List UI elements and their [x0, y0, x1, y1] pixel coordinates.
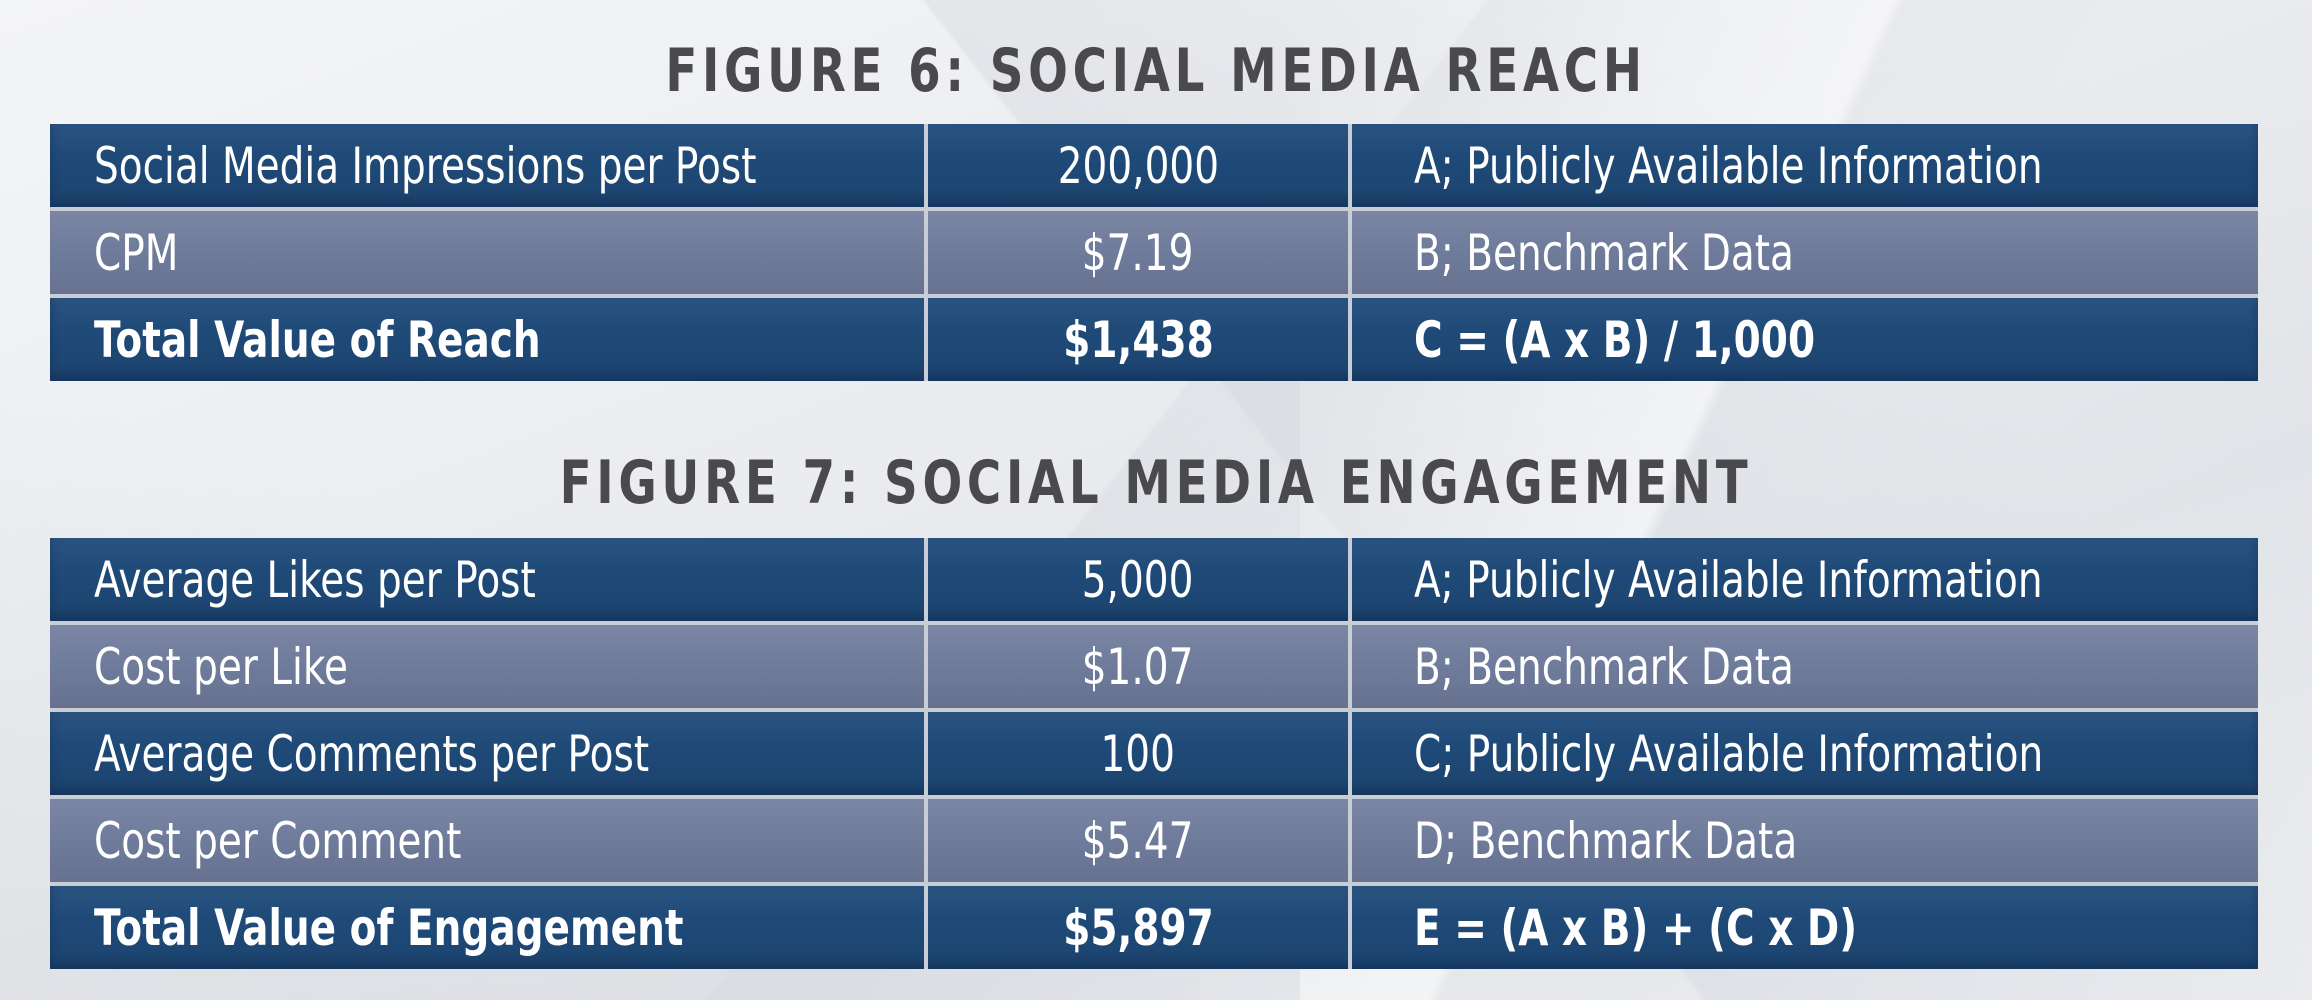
row-source-cell: C; Publicly Available Information — [1352, 712, 2258, 795]
row-label-cell: Total Value of Reach — [50, 298, 928, 381]
row-value: 200,000 — [1057, 136, 1219, 195]
row-label-cell: CPM — [50, 211, 928, 294]
row-source-cell: A; Publicly Available Information — [1352, 124, 2258, 207]
row-label: Total Value of Engagement — [94, 898, 684, 957]
row-label-cell: Cost per Comment — [50, 799, 928, 882]
row-source: E = (A x B) + (C x D) — [1414, 898, 1858, 957]
table-row: Social Media Impressions per Post 200,00… — [50, 124, 2258, 211]
row-value-cell: $1.07 — [928, 625, 1352, 708]
row-source: C = (A x B) / 1,000 — [1414, 310, 1816, 369]
row-value: $5,897 — [1062, 898, 1214, 957]
row-label-cell: Average Comments per Post — [50, 712, 928, 795]
total-row: Total Value of Reach $1,438 C = (A x B) … — [50, 298, 2258, 381]
table-row: Average Comments per Post 100 C; Publicl… — [50, 712, 2258, 799]
row-label: Average Comments per Post — [94, 724, 650, 783]
figure-6-title: FIGURE 6: SOCIAL MEDIA REACH — [665, 36, 1647, 106]
row-source: D; Benchmark Data — [1414, 811, 1798, 870]
row-value-cell: $5,897 — [928, 886, 1352, 969]
table-row: Cost per Comment $5.47 D; Benchmark Data — [50, 799, 2258, 886]
total-row: Total Value of Engagement $5,897 E = (A … — [50, 886, 2258, 969]
row-label: Cost per Comment — [94, 811, 462, 870]
row-source-cell: D; Benchmark Data — [1352, 799, 2258, 882]
row-source: A; Publicly Available Information — [1414, 136, 2043, 195]
row-value: 5,000 — [1082, 550, 1194, 609]
row-source: A; Publicly Available Information — [1414, 550, 2043, 609]
social-media-engagement-table: Average Likes per Post 5,000 A; Publicly… — [50, 538, 2258, 969]
row-value-cell: 5,000 — [928, 538, 1352, 621]
row-label: Average Likes per Post — [94, 550, 536, 609]
row-value: $7.19 — [1082, 223, 1194, 282]
row-value-cell: $7.19 — [928, 211, 1352, 294]
row-source: B; Benchmark Data — [1414, 637, 1794, 696]
table-row: Cost per Like $1.07 B; Benchmark Data — [50, 625, 2258, 712]
row-value: 100 — [1100, 724, 1176, 783]
row-source-cell: C = (A x B) / 1,000 — [1352, 298, 2258, 381]
row-label-cell: Social Media Impressions per Post — [50, 124, 928, 207]
row-source: C; Publicly Available Information — [1414, 724, 2044, 783]
row-label: CPM — [94, 223, 179, 282]
row-source-cell: B; Benchmark Data — [1352, 625, 2258, 708]
social-media-reach-table: Social Media Impressions per Post 200,00… — [50, 124, 2258, 381]
table-row: CPM $7.19 B; Benchmark Data — [50, 211, 2258, 298]
row-value-cell: $5.47 — [928, 799, 1352, 882]
row-label: Total Value of Reach — [94, 310, 541, 369]
row-label-cell: Total Value of Engagement — [50, 886, 928, 969]
row-value: $1,438 — [1062, 310, 1214, 369]
row-label: Social Media Impressions per Post — [94, 136, 757, 195]
row-label-cell: Cost per Like — [50, 625, 928, 708]
row-value: $1.07 — [1082, 637, 1194, 696]
row-value-cell: $1,438 — [928, 298, 1352, 381]
figure-7-title: FIGURE 7: SOCIAL MEDIA ENGAGEMENT — [559, 448, 1753, 518]
row-label-cell: Average Likes per Post — [50, 538, 928, 621]
row-source-cell: B; Benchmark Data — [1352, 211, 2258, 294]
row-value: $5.47 — [1082, 811, 1194, 870]
table-row: Average Likes per Post 5,000 A; Publicly… — [50, 538, 2258, 625]
row-source-cell: E = (A x B) + (C x D) — [1352, 886, 2258, 969]
row-label: Cost per Like — [94, 637, 349, 696]
row-value-cell: 200,000 — [928, 124, 1352, 207]
row-source: B; Benchmark Data — [1414, 223, 1794, 282]
row-value-cell: 100 — [928, 712, 1352, 795]
row-source-cell: A; Publicly Available Information — [1352, 538, 2258, 621]
